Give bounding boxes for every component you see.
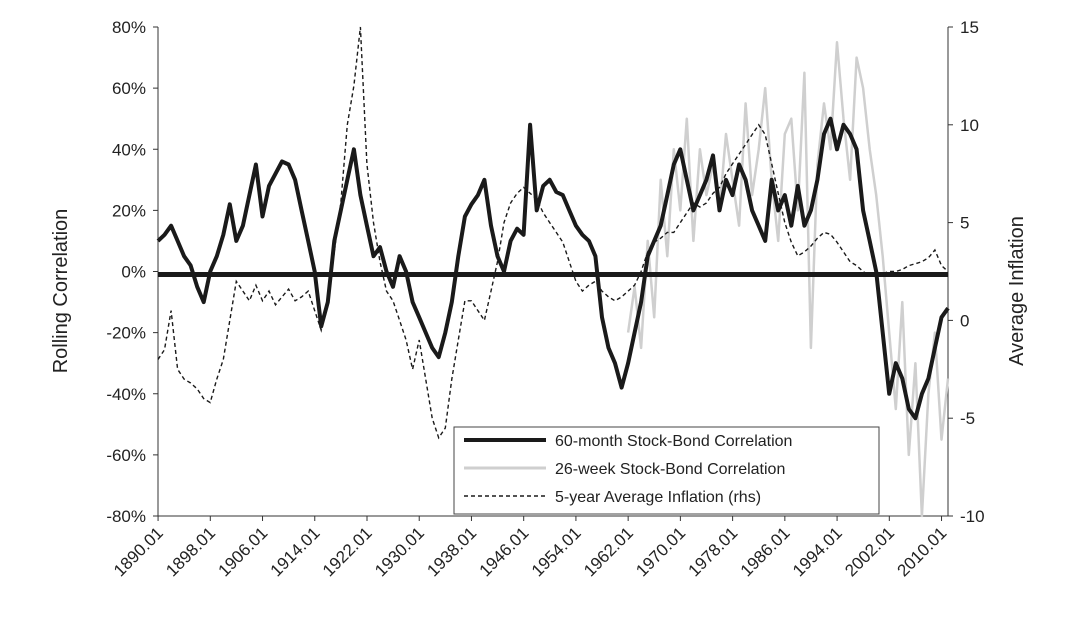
y-left-tick-label: -40% [106,385,146,404]
x-tick-label: 1890.01 [110,523,167,580]
legend-label-corr60: 60-month Stock-Bond Correlation [555,433,792,450]
y-right-axis-title: Average Inflation [1006,216,1028,366]
x-tick-label: 1930.01 [371,523,428,580]
series-60-month-correlation-line [156,116,950,421]
x-tick-label: 1970.01 [632,523,689,580]
series-26-week-correlation-line [626,41,950,518]
plot-area [153,26,953,521]
x-tick-label: 1898.01 [162,523,219,580]
x-tick-label: 1986.01 [737,523,794,580]
x-tick-label: 1906.01 [214,523,271,580]
y-left-tick-label: 40% [112,140,146,159]
x-tick-label: 1914.01 [267,523,324,580]
y-right-tick-label: 10 [960,116,979,135]
y-left-tick-label: -20% [106,324,146,343]
y-right-tick-label: 15 [960,18,979,37]
x-tick-label: 1922.01 [319,523,376,580]
y-left-tick-label: 60% [112,79,146,98]
y-left-tick-label: 80% [112,18,146,37]
y-right-tick-label: 0 [960,311,969,330]
y-left-axis-title: Rolling Correlation [50,209,72,374]
x-tick-label: 1994.01 [789,523,846,580]
y-right-tick-label: 5 [960,214,969,233]
x-tick-label: 1946.01 [476,523,533,580]
x-tick-label: 1962.01 [580,523,637,580]
x-tick-label: 2010.01 [893,523,950,580]
y-left-tick-label: -80% [106,507,146,526]
x-tick-label: 2002.01 [841,523,898,580]
x-tick-label: 1978.01 [685,523,742,580]
y-left-tick-label: 0% [121,263,146,282]
y-right-tick-label: -10 [960,507,985,526]
y-right-tick-label: -5 [960,409,975,428]
x-tick-label: 1954.01 [528,523,585,580]
legend: 60-month Stock-Bond Correlation 26-week … [453,426,880,515]
x-tick-label: 1938.01 [423,523,480,580]
y-left-tick-label: 20% [112,201,146,220]
y-left-tick-label: -60% [106,446,146,465]
legend-label-inflation: 5-year Average Inflation (rhs) [555,489,761,506]
legend-label-corr26: 26-week Stock-Bond Correlation [555,461,785,478]
series-inflation-line [157,26,949,440]
